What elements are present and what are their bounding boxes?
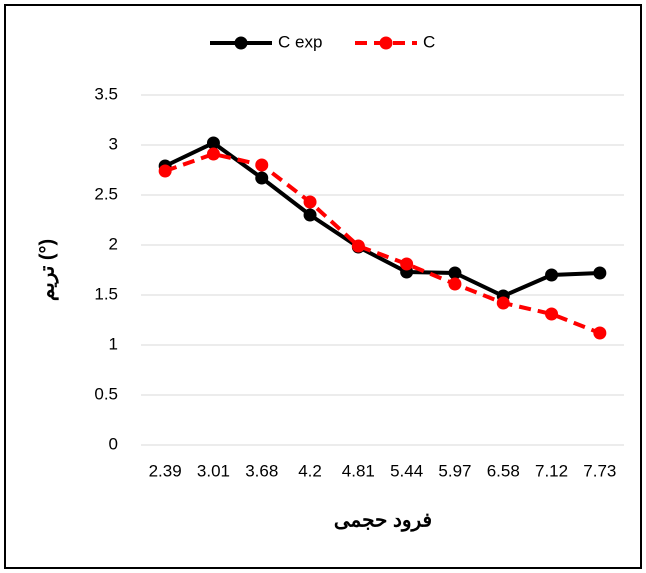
data-point [448,266,462,280]
y-tick-label: 2 [109,234,118,253]
chart-frame [4,4,642,569]
y-tick-label: 2.5 [94,184,118,203]
x-tick-label: 3.01 [197,461,230,480]
x-tick-label: 5.97 [438,461,471,480]
legend-label: C [423,32,435,51]
x-tick-label: 6.58 [487,461,520,480]
y-tick-label: 0 [109,434,118,453]
data-point [303,195,317,209]
y-tick-label: 0.5 [94,384,118,403]
x-tick-label: 4.2 [298,461,322,480]
y-tick-label: 1 [109,334,118,353]
legend-label: C exp [278,32,322,51]
series-line [164,151,601,335]
data-point [351,239,365,253]
legend-marker [379,36,393,50]
x-tick-label: 7.73 [583,461,616,480]
x-tick-label: 7.12 [535,461,568,480]
data-point [400,257,414,271]
x-tick-label: 5.44 [390,461,423,480]
legend-marker [234,36,248,50]
y-tick-label: 3.5 [94,84,118,103]
y-axis-title: تریم (°) [36,239,59,301]
x-tick-label: 2.39 [149,461,182,480]
data-point [593,326,607,340]
data-point [255,158,269,172]
x-tick-label: 4.81 [342,461,375,480]
data-point [303,208,317,222]
data-point [206,147,220,161]
data-point [496,296,510,310]
data-point [158,164,172,178]
x-tick-label: 3.68 [245,461,278,480]
data-point [448,277,462,291]
x-axis-title: فرود حجمی [334,509,432,532]
data-point [545,268,559,282]
data-point [545,307,559,321]
y-tick-label: 3 [109,134,118,153]
data-point [206,136,220,150]
data-point [593,266,607,280]
y-tick-label: 1.5 [94,284,118,303]
data-point [255,171,269,185]
